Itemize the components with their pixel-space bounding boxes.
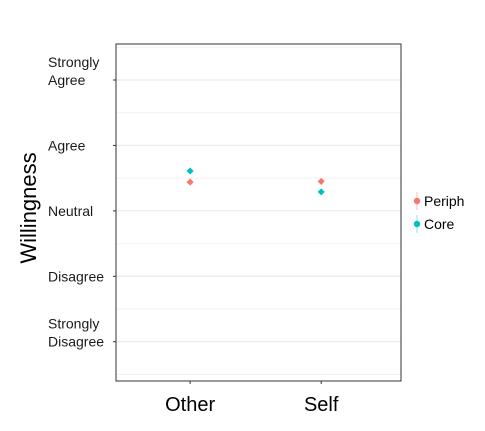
- y-tick-label: Disagree: [48, 334, 104, 350]
- legend-label-core: Core: [424, 216, 455, 232]
- y-tick-label: Disagree: [48, 268, 104, 284]
- legend: Periph Core: [413, 192, 464, 233]
- minor-gridlines: [116, 46, 401, 375]
- y-tick-label: Neutral: [48, 203, 93, 219]
- plot-panel-border: [115, 43, 402, 382]
- legend-key-periph: [413, 197, 421, 205]
- x-tick-label: Other: [165, 394, 215, 416]
- data-point-core-other: [186, 167, 194, 175]
- y-axis-ticks: Strongly Disagree Disagree Neutral Agree Stro…: [48, 54, 116, 350]
- y-tick-label: Strongly: [48, 54, 99, 70]
- data-point-core-self: [317, 188, 325, 196]
- legend-key-core: [413, 220, 421, 228]
- data-point-periph-other: [186, 178, 194, 186]
- legend-label-periph: Periph: [424, 193, 464, 209]
- y-axis-title: Willingness: [16, 152, 41, 263]
- y-tick-label: Agree: [48, 137, 86, 153]
- y-tick-label: Strongly: [48, 316, 99, 332]
- x-axis-ticks: Other Self: [165, 381, 339, 416]
- y-tick-label: Agree: [48, 72, 86, 88]
- data-points: [186, 167, 325, 196]
- x-tick-label: Self: [304, 394, 339, 416]
- major-gridlines: [116, 79, 401, 343]
- data-point-periph-self: [317, 177, 325, 185]
